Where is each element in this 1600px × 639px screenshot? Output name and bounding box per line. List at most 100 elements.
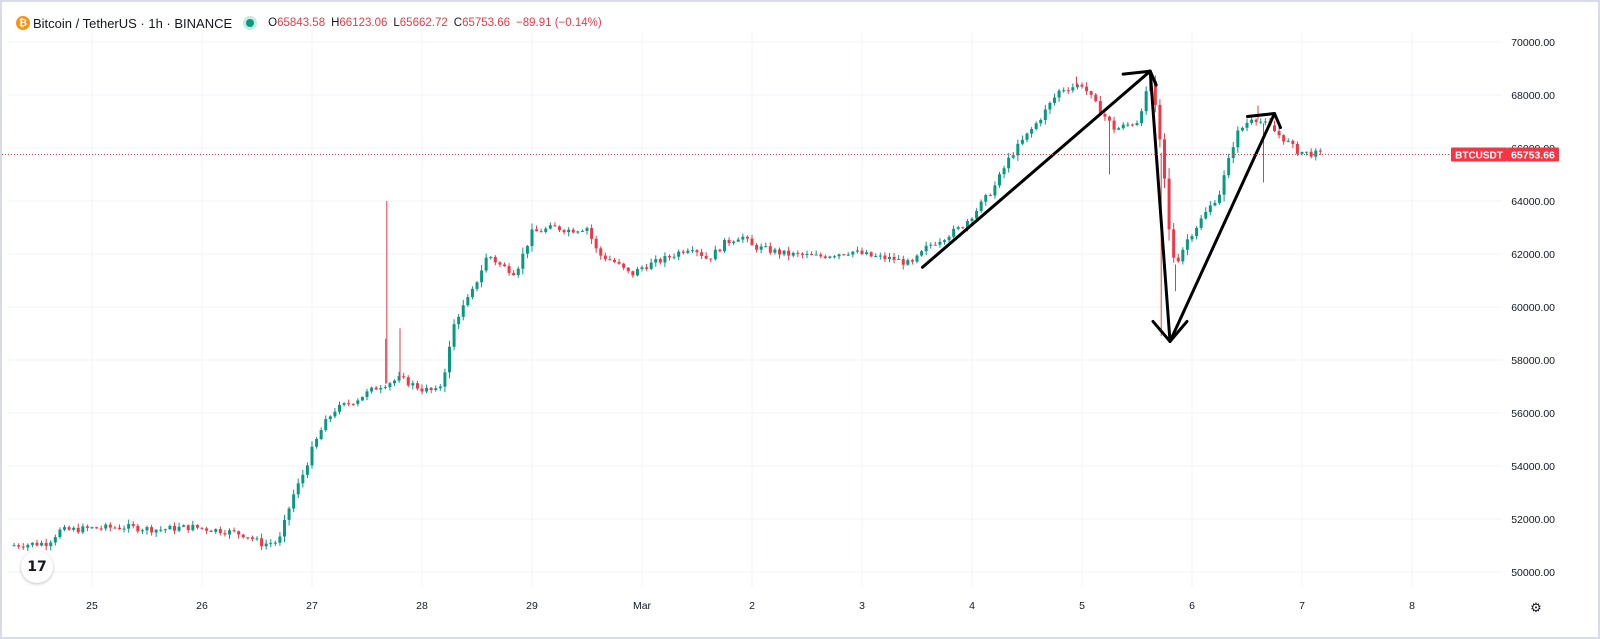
candle-body: [333, 411, 337, 417]
price-axis[interactable]: 50000.00 52000.00 54000.00 56000.00 58000.00…: [1511, 37, 1555, 579]
candle-body: [1199, 218, 1203, 228]
candle-body: [645, 267, 649, 269]
candle-body: [851, 251, 855, 255]
candle-body: [122, 528, 126, 530]
candle-body: [750, 238, 754, 245]
candle-body: [1204, 211, 1208, 219]
candle-body: [613, 260, 616, 262]
candle-body: [402, 376, 406, 378]
candle-body: [947, 236, 951, 241]
candle-body: [576, 231, 580, 233]
candle-body: [796, 252, 800, 254]
time-axis[interactable]: 25 26 27 28 29 Mar 2 3 4 5 6 7 8: [86, 600, 1415, 612]
candle-body: [159, 529, 163, 531]
candle-body: [773, 249, 777, 253]
candle-body: [695, 250, 699, 253]
candle-body: [1172, 229, 1176, 258]
candle-body: [681, 251, 685, 253]
candle-body: [1282, 135, 1286, 142]
candle-body: [869, 252, 873, 257]
candle-body: [1167, 178, 1171, 230]
candle-body: [108, 524, 112, 528]
candle-body: [232, 530, 236, 532]
candle-body: [1066, 90, 1070, 92]
candle-body: [1218, 194, 1221, 203]
candle-body: [860, 250, 864, 254]
candle-body: [99, 528, 103, 530]
candle-body: [1158, 104, 1162, 140]
candle-body: [1108, 116, 1111, 121]
candle-body: [938, 241, 942, 245]
tradingview-logo-icon[interactable]: 17: [21, 551, 53, 583]
candle-body: [1254, 119, 1258, 122]
candle-body: [544, 228, 548, 232]
candle-body: [379, 388, 383, 390]
candle-body: [631, 271, 635, 276]
candle-body: [406, 377, 410, 386]
candle-body: [965, 220, 969, 229]
candle-body: [1227, 158, 1231, 176]
candle-body: [800, 253, 804, 255]
candle-body: [127, 524, 131, 529]
candle-body: [365, 391, 369, 398]
candle-body: [984, 195, 988, 202]
ticker-tag: BTCUSDT: [1455, 151, 1503, 162]
chart-settings-icon[interactable]: ⚙: [1530, 600, 1542, 616]
candle-body: [828, 256, 832, 258]
candle-body: [21, 546, 25, 548]
candle-body: [131, 524, 135, 526]
x-tick-label: 25: [86, 600, 98, 612]
candle-body: [594, 238, 598, 249]
candle-body: [237, 531, 241, 535]
candle-body: [1144, 91, 1148, 112]
candle-body: [145, 527, 149, 531]
candle-body: [888, 256, 891, 260]
candle-body: [438, 386, 442, 389]
candle-body: [223, 533, 227, 535]
candle-body: [283, 519, 286, 537]
candle-body: [457, 316, 461, 325]
candle-body: [952, 228, 956, 237]
candle-body: [1007, 157, 1011, 169]
x-tick-label: 8: [1409, 600, 1415, 612]
symbol-title[interactable]: Bitcoin / TetherUS · 1h · BINANCE: [33, 15, 233, 31]
candle-body: [1185, 239, 1189, 250]
candle-body: [53, 537, 57, 543]
candle-body: [558, 226, 561, 231]
ticker-tag-bg: [1451, 147, 1507, 162]
candle-body: [163, 529, 167, 531]
candle-body: [246, 537, 250, 539]
candle-body: [846, 254, 850, 256]
annotation-line: [921, 69, 1152, 269]
candle-body: [686, 250, 690, 253]
candle-body: [76, 527, 80, 533]
candle-body: [301, 474, 305, 484]
candle-body: [480, 270, 484, 283]
x-tick-label: 7: [1299, 600, 1305, 612]
candle-body: [672, 256, 676, 258]
x-tick-label: 5: [1079, 600, 1085, 612]
candle-body: [63, 527, 66, 530]
candle-body: [961, 227, 965, 229]
candle-body: [507, 266, 511, 273]
x-tick-label: 28: [416, 600, 428, 612]
candle-body: [668, 256, 671, 258]
candle-body: [393, 380, 396, 384]
candle-body: [1181, 249, 1185, 262]
candle-body: [250, 537, 254, 539]
candle-body: [1291, 140, 1295, 144]
candle-body: [580, 230, 584, 232]
candle-body: [823, 256, 827, 258]
x-tick-label: 26: [196, 600, 208, 612]
candle-body: [1025, 133, 1029, 140]
candle-body: [709, 258, 713, 260]
candle-body: [897, 259, 901, 261]
candle-body: [1245, 122, 1249, 128]
market-open-status-icon: [246, 19, 255, 27]
candle-body: [415, 383, 419, 389]
candle-body: [118, 527, 121, 529]
candle-body: [590, 228, 594, 239]
candle-body: [319, 430, 323, 439]
